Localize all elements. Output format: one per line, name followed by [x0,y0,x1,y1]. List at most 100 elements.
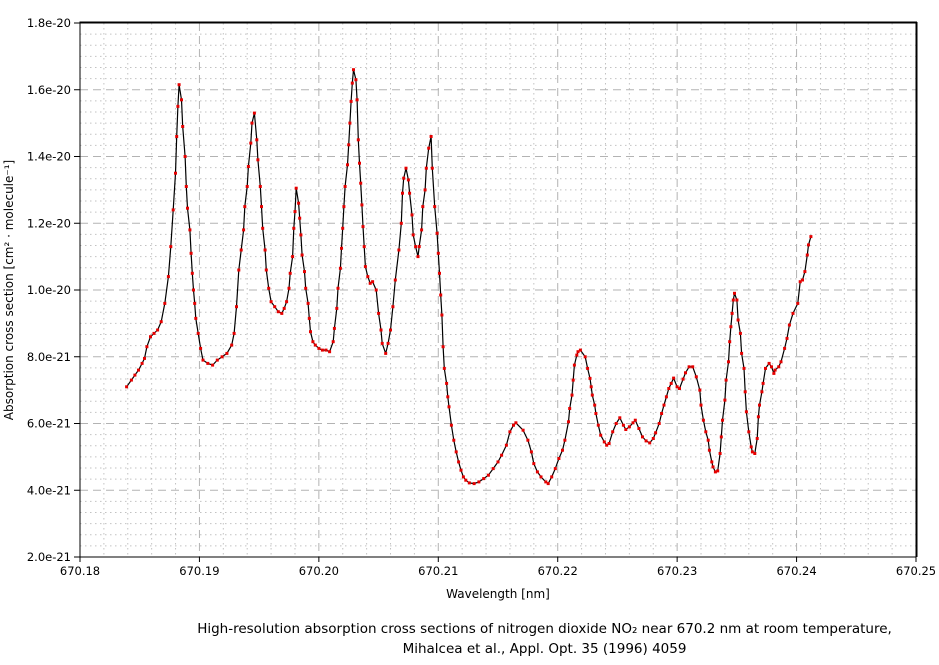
data-point [758,403,761,407]
data-point [183,155,187,158]
data-point [368,281,372,285]
data-point [194,316,198,320]
data-point [317,346,321,350]
data-point [303,270,306,274]
data-point [184,185,188,188]
data-point [706,438,710,442]
caption-line-2: Mihalcea et al., Appl. Opt. 35 (1996) 40… [402,641,687,657]
data-point [783,346,787,350]
data-point [644,439,648,443]
data-point [657,422,661,425]
data-point [755,437,759,440]
data-point [297,201,301,205]
y-tick-label: 1.4e-20 [27,150,71,164]
x-tick-label: 670.18 [60,564,100,578]
data-point [457,460,461,464]
data-point [557,457,561,460]
data-point [320,348,324,352]
data-point [477,480,481,484]
data-point [660,412,664,415]
data-point [767,361,771,365]
data-point [500,453,504,457]
data-point [678,387,681,390]
data-point [386,341,390,345]
data-point [421,205,425,209]
data-point [618,416,622,420]
data-point [408,191,412,195]
data-point [698,388,702,392]
data-point [291,255,295,259]
data-point [140,361,144,365]
data-point [137,368,140,372]
data-point [416,255,420,259]
data-point [307,316,311,320]
data-point [614,422,618,425]
data-point [359,181,363,185]
data-point [211,363,215,367]
data-point [282,306,286,310]
figure-caption: High-resolution absorption cross section… [150,619,939,659]
data-point [710,460,714,464]
data-point [441,345,445,349]
data-point [152,331,156,335]
data-point [374,288,378,292]
data-point [449,423,453,427]
data-point [711,465,715,469]
data-point [526,438,530,442]
x-tick-label: 670.25 [896,564,936,578]
data-point [125,385,129,389]
caption-line-1: High-resolution absorption cross section… [197,621,892,637]
data-point [239,248,243,252]
y-tick-label: 2.0e-21 [27,550,71,564]
data-point [729,325,733,329]
data-point [439,293,443,297]
y-tick-label: 4.0e-21 [27,483,71,497]
data-point [371,280,375,284]
data-point [306,301,310,305]
data-point [401,191,404,195]
data-point [410,213,414,217]
data-point [798,280,802,284]
data-point [276,310,280,314]
data-point [728,340,732,344]
data-point [694,375,698,379]
spectrum-chart: 670.18 670.19 670.20 670.21 670.22 670.23 670.… [2,16,936,601]
data-point [491,467,495,471]
data-point [747,430,751,434]
data-point [567,420,570,424]
data-point [309,330,312,334]
data-point [514,421,518,425]
data-point [149,335,152,339]
data-point [570,393,574,397]
data-point [159,320,163,324]
data-point [727,360,730,364]
data-point [129,378,133,382]
data-point [196,331,200,335]
data-point [414,245,418,249]
data-point [803,270,807,274]
data-point [331,340,335,344]
data-point [258,185,262,188]
data-point [704,430,708,434]
x-tick-label: 670.20 [299,564,339,578]
data-point [546,482,550,486]
data-point [631,421,635,425]
x-tick-label: 670.21 [418,564,458,578]
data-point [267,286,271,290]
data-point [760,390,764,394]
data-point [756,415,760,419]
data-point [423,188,427,192]
data-point [461,475,465,479]
data-point [299,233,303,237]
data-point [366,275,370,279]
data-point [350,81,354,85]
data-point [605,443,609,447]
data-point [188,228,192,232]
data-point [750,450,754,454]
data-point [504,443,508,447]
x-tick-label: 670.19 [179,564,219,578]
x-tick-label: 670.22 [538,564,578,578]
data-point [285,300,289,304]
data-point [352,68,355,72]
data-point [389,328,392,332]
